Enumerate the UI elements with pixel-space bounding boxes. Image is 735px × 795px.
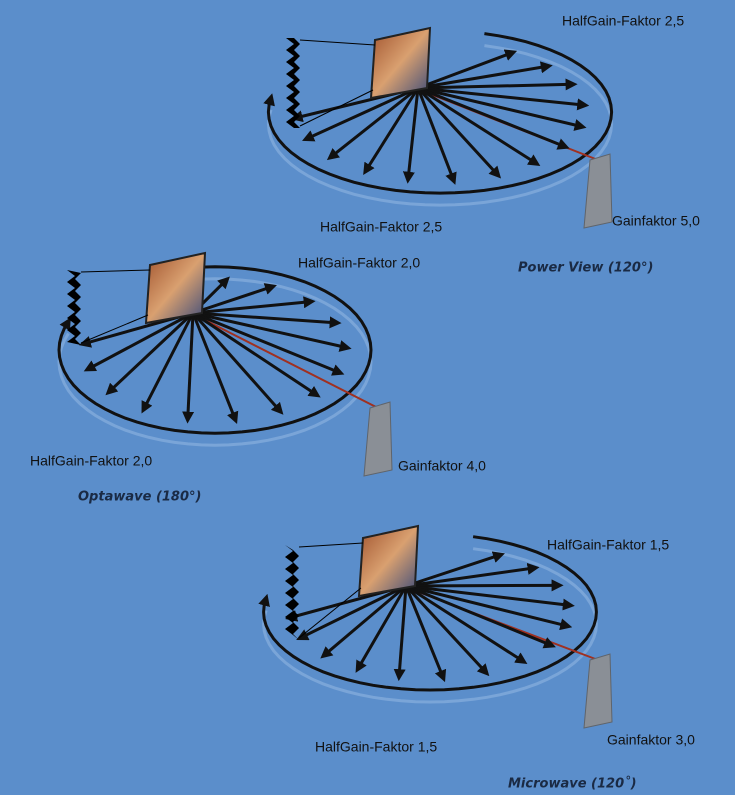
ray-arrow — [192, 311, 345, 376]
projector — [583, 653, 613, 729]
zigzag-profile — [67, 270, 81, 345]
arc-shadow — [262, 547, 598, 704]
ray-arrow — [105, 311, 195, 396]
ray-arrow — [326, 86, 419, 161]
ray-arrow — [192, 311, 321, 398]
ray-arrow — [192, 283, 277, 315]
beam-diagram: HalfGain-Faktor 2,5 HalfGain-Faktor 2,5 Ga… — [263, 13, 700, 276]
screen — [369, 26, 432, 100]
projector — [583, 153, 613, 229]
screen — [144, 251, 207, 325]
ray-arrow — [404, 585, 447, 683]
ray-arrow — [417, 61, 553, 90]
gain-label: Gainfaktor 3,0 — [607, 732, 695, 748]
view-line — [80, 269, 151, 273]
half-gain-label: HalfGain-Faktor 2,0 — [30, 453, 152, 469]
ray-arrow — [141, 312, 195, 414]
arc — [57, 265, 373, 435]
ray-arrow — [416, 87, 457, 185]
gain-label: Gainfaktor 4,0 — [398, 458, 486, 474]
view-line — [298, 542, 364, 548]
ray-arrow — [192, 296, 316, 315]
half-gain-label: HalfGain-Faktor 1,5 — [315, 739, 437, 755]
diagram-name: Optawave (180°) — [78, 490, 201, 505]
half-gain-label: HalfGain-Faktor 2,5 — [562, 13, 684, 29]
ray-arrow — [417, 86, 587, 131]
ray-arrow — [192, 311, 352, 352]
ray-arrow — [405, 551, 505, 588]
ray-arrow — [363, 87, 420, 176]
ray-arrow — [192, 311, 342, 329]
ray-arrow — [402, 87, 420, 184]
arc-shadow — [266, 44, 614, 207]
ray-arrow — [405, 579, 564, 592]
beam-diagram: HalfGain-Faktor 2,0 HalfGain-Faktor 2,0 Ga… — [30, 251, 486, 505]
ray-arrow — [355, 585, 408, 673]
ray-arrow — [405, 584, 575, 611]
ray-arrow — [191, 312, 284, 415]
zigzag-profile — [286, 38, 300, 128]
projector — [363, 401, 393, 477]
ray-arrow — [405, 584, 528, 664]
view-line — [298, 587, 362, 639]
diagram-name: Power View (120°) — [518, 261, 653, 276]
diagram-name: Microwave (120˚) — [508, 777, 637, 792]
ray-arrow — [393, 585, 408, 682]
ray-arrow — [83, 311, 194, 372]
view-line — [80, 314, 149, 344]
ray-arrow — [405, 584, 556, 649]
ray-arrow — [417, 86, 570, 150]
ray-arrow — [405, 584, 573, 631]
ray-arrow — [417, 49, 518, 90]
ray-arrow — [417, 86, 590, 111]
ray-arrow — [417, 78, 578, 91]
zigzag-profile — [285, 545, 299, 640]
arc — [258, 535, 598, 692]
half-gain-label: HalfGain-Faktor 2,0 — [298, 255, 420, 271]
ray-arrow — [417, 86, 541, 166]
view-line — [299, 39, 376, 46]
ray-arrow — [191, 312, 239, 425]
ray-arrow — [296, 584, 407, 641]
ray-arrow — [320, 584, 407, 659]
ray-arrow — [302, 86, 419, 142]
arc — [263, 32, 614, 195]
ray-arrow — [404, 584, 490, 677]
half-gain-label: HalfGain-Faktor 1,5 — [547, 537, 669, 553]
beam-diagram: HalfGain-Faktor 1,5 HalfGain-Faktor 1,5 Ga… — [258, 524, 695, 792]
gain-label: Gainfaktor 5,0 — [612, 213, 700, 229]
screen — [357, 524, 420, 598]
ray-arrow — [405, 562, 540, 588]
half-gain-label: HalfGain-Faktor 2,5 — [320, 219, 442, 235]
ray-arrow — [182, 312, 195, 424]
projector-beam — [194, 314, 379, 409]
view-line — [299, 89, 374, 127]
ray-arrow — [416, 86, 502, 179]
